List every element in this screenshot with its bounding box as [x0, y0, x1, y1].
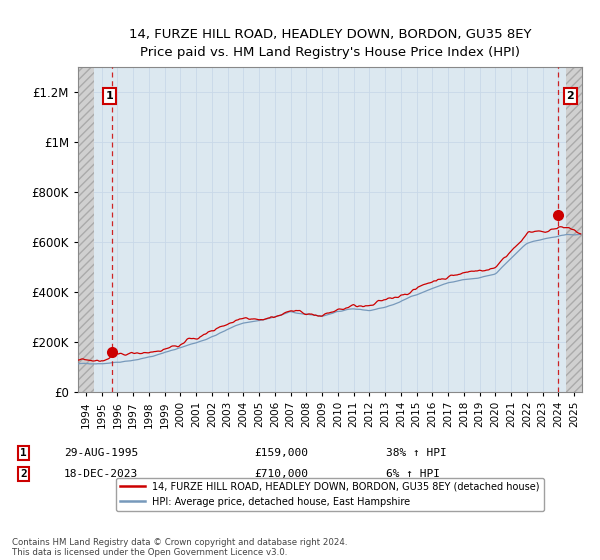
Text: £710,000: £710,000	[254, 469, 308, 479]
Text: 2: 2	[20, 469, 27, 479]
Text: Contains HM Land Registry data © Crown copyright and database right 2024.
This d: Contains HM Land Registry data © Crown c…	[12, 538, 347, 557]
Text: 6% ↑ HPI: 6% ↑ HPI	[386, 469, 440, 479]
Title: 14, FURZE HILL ROAD, HEADLEY DOWN, BORDON, GU35 8EY
Price paid vs. HM Land Regis: 14, FURZE HILL ROAD, HEADLEY DOWN, BORDO…	[129, 28, 531, 59]
Legend: 14, FURZE HILL ROAD, HEADLEY DOWN, BORDON, GU35 8EY (detached house), HPI: Avera: 14, FURZE HILL ROAD, HEADLEY DOWN, BORDO…	[116, 478, 544, 511]
Text: 18-DEC-2023: 18-DEC-2023	[64, 469, 138, 479]
Text: 1: 1	[106, 91, 113, 101]
Text: 1: 1	[20, 448, 27, 458]
Bar	[78, 67, 94, 392]
Text: 29-AUG-1995: 29-AUG-1995	[64, 448, 138, 458]
Text: 38% ↑ HPI: 38% ↑ HPI	[386, 448, 447, 458]
Text: £159,000: £159,000	[254, 448, 308, 458]
Bar	[566, 67, 582, 392]
Text: 2: 2	[566, 91, 574, 101]
